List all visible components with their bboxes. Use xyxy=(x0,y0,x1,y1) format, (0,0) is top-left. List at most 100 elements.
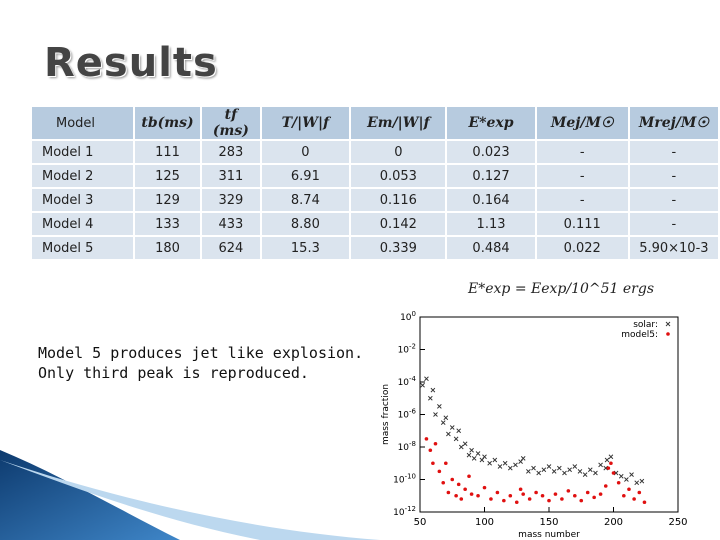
solar-point xyxy=(608,454,614,460)
x-tick-label: 200 xyxy=(604,517,623,528)
x-tick-label: 100 xyxy=(475,517,494,528)
model5-point xyxy=(637,490,642,495)
table-cell: - xyxy=(629,165,718,187)
table-cell: Model 5 xyxy=(32,237,133,259)
model5-point xyxy=(632,497,636,501)
solar-point xyxy=(526,469,531,474)
model5-point xyxy=(616,480,621,485)
solar-point xyxy=(502,460,508,466)
solar-point xyxy=(437,404,442,409)
table-row: Model 4 133 433 8.80 0.142 1.13 0.111 - xyxy=(32,213,718,235)
solar-point xyxy=(603,465,609,471)
table-cell: 0.339 xyxy=(351,237,446,259)
model5-point xyxy=(521,492,525,496)
table-cell: 311 xyxy=(202,165,260,187)
table-row: Model 5 180 624 15.3 0.339 0.484 0.022 5… xyxy=(32,237,718,259)
solar-point xyxy=(487,460,492,466)
summary-note: Model 5 produces jet like explosion. Onl… xyxy=(38,343,363,383)
model5-point xyxy=(560,497,564,501)
table-cell: 624 xyxy=(202,237,260,259)
solar-point xyxy=(469,447,474,453)
legend-label-model5: model5: xyxy=(621,330,658,340)
solar-point xyxy=(433,412,438,417)
model5-point xyxy=(489,497,493,501)
model5-point xyxy=(508,493,513,498)
solar-point xyxy=(420,382,425,388)
solar-point xyxy=(629,472,634,477)
table-cell: 0.111 xyxy=(536,213,628,235)
solar-point xyxy=(475,451,481,456)
model5-point xyxy=(450,477,455,482)
solar-point xyxy=(518,459,523,464)
solar-point xyxy=(428,395,433,401)
model5-point xyxy=(441,480,446,485)
x-axis-label: mass number xyxy=(518,530,580,540)
column-header: E*exp xyxy=(447,107,535,139)
table-row: Model 1 111 283 0 0 0.023 - - xyxy=(32,141,718,163)
model5-point xyxy=(495,490,500,495)
column-header: Mej/M☉ xyxy=(536,107,628,139)
x-tick-label: 150 xyxy=(539,517,558,528)
solar-point xyxy=(557,465,562,471)
table-cell: - xyxy=(629,213,718,235)
x-tick-label: 50 xyxy=(414,517,427,528)
model5-point xyxy=(431,461,435,466)
model5-point xyxy=(579,498,584,503)
solar-point xyxy=(562,470,567,476)
solar-point xyxy=(541,467,547,473)
table-cell: 283 xyxy=(202,141,260,163)
table-cell: 8.74 xyxy=(261,189,350,211)
solar-point xyxy=(577,469,583,474)
note-line: Model 5 produces jet like explosion. xyxy=(38,344,364,362)
table-cell: Model 1 xyxy=(32,141,133,163)
solar-point xyxy=(443,415,449,421)
model5-point xyxy=(463,487,467,492)
y-tick-label: 100 xyxy=(400,310,416,323)
solar-point xyxy=(449,425,455,430)
table-cell: 5.90×10-3 xyxy=(629,237,718,259)
y-tick-label: 10-12 xyxy=(393,505,416,518)
model5-point xyxy=(585,490,590,495)
model5-point xyxy=(598,492,603,496)
decorative-swoosh xyxy=(0,450,380,540)
table-cell: 0.484 xyxy=(447,237,535,259)
table-cell: 180 xyxy=(134,237,201,259)
table-cell: 0.022 xyxy=(536,237,628,259)
solar-point xyxy=(546,464,552,469)
solar-point xyxy=(482,454,487,460)
solar-point xyxy=(430,387,436,393)
table-cell: 0.053 xyxy=(351,165,446,187)
column-header: T/|W|f xyxy=(261,107,350,139)
solar-point xyxy=(440,420,446,425)
solar-point xyxy=(618,473,624,479)
page-title: Results xyxy=(44,40,218,86)
y-tick-label: 10-10 xyxy=(393,473,416,486)
y-axis-label: mass fraction xyxy=(381,384,391,445)
model5-point xyxy=(540,493,545,498)
solar-point xyxy=(458,444,464,450)
solar-point xyxy=(582,472,588,477)
column-header: Model xyxy=(32,107,133,139)
solar-point xyxy=(531,465,536,471)
model5-point xyxy=(437,469,442,474)
model5-point xyxy=(534,490,538,495)
table-footnote: E*exp = Eexp/10^51 ergs xyxy=(468,281,655,297)
table-cell: Model 3 xyxy=(32,189,133,211)
table-cell: 15.3 xyxy=(261,237,350,259)
table-cell: Model 4 xyxy=(32,213,133,235)
table-cell: 111 xyxy=(134,141,201,163)
solar-point xyxy=(634,480,640,486)
mass-fraction-chart: 50 100 150 200 250 100 10-2 10-4 10-6 10-8 10-10 10… xyxy=(381,310,688,540)
solar-point xyxy=(598,462,603,468)
model5-point xyxy=(553,492,558,496)
model5-point xyxy=(514,500,519,505)
model5-point xyxy=(428,448,433,453)
solar-point xyxy=(604,457,610,463)
table-header-row: Model tb(ms) tf (ms) T/|W|f Em/|W|f E*ex… xyxy=(32,107,718,139)
solar-point xyxy=(567,467,572,473)
solar-point xyxy=(453,436,459,442)
solar-point xyxy=(479,457,485,463)
solar-point xyxy=(492,457,498,463)
model5-point xyxy=(527,497,532,501)
table-cell: Model 2 xyxy=(32,165,133,187)
